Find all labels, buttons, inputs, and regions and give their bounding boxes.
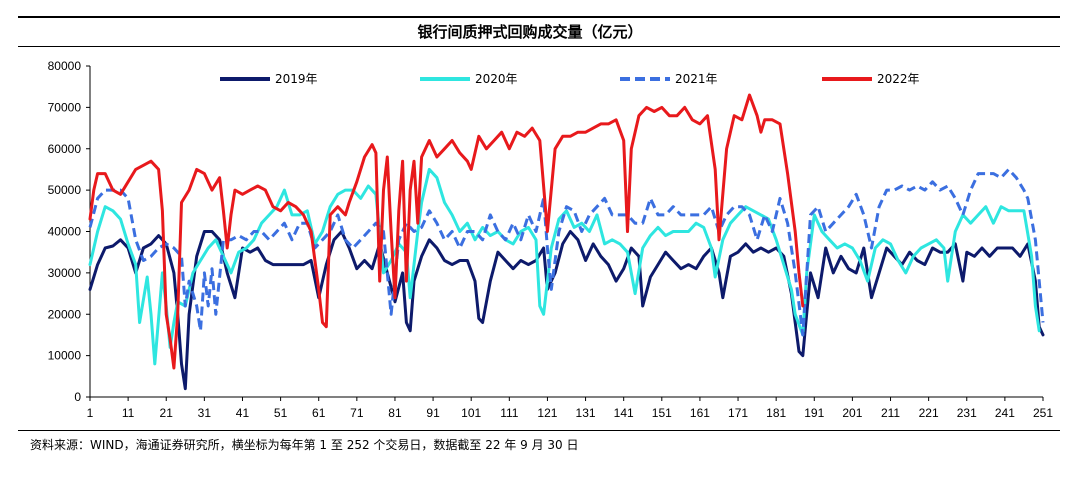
y-tick-label: 40000 — [48, 225, 82, 239]
series-line-1 — [88, 230, 1045, 391]
legend-label-1: 2019年 — [275, 72, 318, 86]
y-tick-label: 0 — [74, 390, 81, 404]
x-tick-label: 161 — [690, 406, 710, 420]
legend-label-3: 2021年 — [675, 72, 718, 86]
y-tick-label: 70000 — [48, 100, 82, 114]
x-tick-label: 131 — [576, 406, 596, 420]
x-tick-label: 121 — [537, 406, 557, 420]
x-tick-label: 1 — [87, 406, 94, 420]
legend-label-4: 2022年 — [877, 72, 920, 86]
x-tick-label: 71 — [350, 406, 364, 420]
x-tick-label: 11 — [122, 406, 135, 420]
x-tick-label: 211 — [881, 406, 900, 420]
line-chart: 0 10000 20000 30000 40000 50000 60000 70000 8000… — [48, 59, 1054, 420]
x-tick-label: 181 — [766, 406, 786, 420]
y-tick-label: 60000 — [48, 142, 82, 156]
x-tick-label: 141 — [614, 406, 634, 420]
y-tick-label: 20000 — [48, 307, 82, 321]
chart-title: 银行间质押式回购成交量（亿元） — [417, 23, 643, 41]
bottom-divider-line — [18, 430, 1060, 431]
source-note: 资料来源：WIND，海通证券研究所，横坐标为每年第 1 至 252 个交易日，数… — [30, 438, 579, 452]
top-border-line — [18, 16, 1060, 18]
x-tick-label: 41 — [236, 406, 250, 420]
x-tick-label: 111 — [500, 406, 519, 420]
series-line-4 — [88, 93, 805, 370]
x-tick-label: 91 — [426, 406, 440, 420]
x-tick-label: 221 — [919, 406, 939, 420]
x-tick-label: 171 — [728, 406, 748, 420]
title-divider-line — [18, 46, 1060, 47]
x-tick-label: 201 — [842, 406, 862, 420]
x-tick-label: 241 — [995, 406, 1015, 420]
x-tick-label: 101 — [461, 406, 481, 420]
x-tick-label: 251 — [1033, 406, 1053, 420]
legend-label-2: 2020年 — [475, 72, 518, 86]
x-tick-label: 31 — [198, 406, 212, 420]
x-tick-label: 151 — [652, 406, 672, 420]
y-tick-label: 80000 — [48, 59, 82, 73]
y-tick-label: 50000 — [48, 183, 82, 197]
x-tick-label: 51 — [274, 406, 288, 420]
series-line-2 — [88, 167, 1041, 366]
x-tick-label: 61 — [312, 406, 326, 420]
y-tick-label: 10000 — [48, 349, 82, 363]
x-tick-label: 191 — [804, 406, 824, 420]
x-tick-label: 231 — [957, 406, 977, 420]
x-tick-label: 81 — [388, 406, 402, 420]
y-tick-label: 30000 — [48, 266, 82, 280]
x-tick-label: 21 — [160, 406, 174, 420]
